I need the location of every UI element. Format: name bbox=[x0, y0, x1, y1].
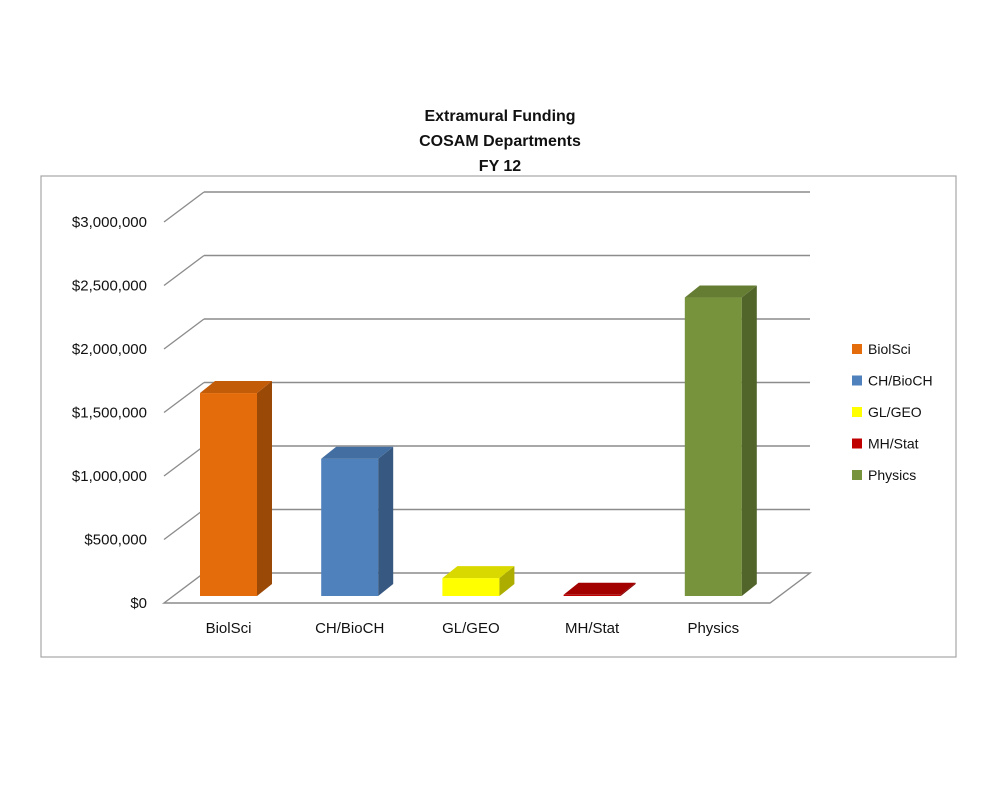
y-tick-label: $2,500,000 bbox=[72, 278, 147, 295]
bar-side-mh-stat bbox=[620, 582, 636, 596]
y-tick-label: $3,000,000 bbox=[72, 214, 147, 231]
x-tick-label: Physics bbox=[687, 620, 739, 637]
bars-layer bbox=[200, 285, 757, 596]
side-gridline bbox=[163, 191, 205, 223]
bar-top-gl-geo bbox=[442, 566, 515, 579]
legend-swatch bbox=[852, 438, 862, 449]
bar-top-mh-stat bbox=[563, 582, 636, 595]
chart-title-line-2: COSAM Departments bbox=[419, 133, 581, 150]
y-tick-label: $1,500,000 bbox=[72, 405, 147, 422]
side-gridline bbox=[163, 381, 205, 414]
side-gridline bbox=[163, 254, 205, 287]
bar-top-ch-bioch bbox=[321, 446, 394, 459]
x-tick-label: CH/BioCH bbox=[315, 620, 384, 637]
legend-label: MH/Stat bbox=[868, 436, 919, 452]
x-axis-tick-labels: BiolSci CH/BioCH GL/GEO MH/Stat Physics bbox=[206, 620, 740, 637]
chart-title-line-1: Extramural Funding bbox=[424, 108, 576, 125]
legend-label: BiolSci bbox=[868, 341, 911, 357]
legend-swatch bbox=[852, 344, 862, 354]
legend-swatch bbox=[852, 407, 862, 417]
bar-gl-geo bbox=[442, 578, 500, 596]
legend-label: GL/GEO bbox=[868, 404, 922, 420]
bar-mh-stat bbox=[563, 594, 621, 596]
y-tick-label: $500,000 bbox=[84, 532, 147, 549]
y-tick-label: $0 bbox=[130, 595, 147, 612]
legend-swatch bbox=[852, 470, 862, 480]
bar-biolsci bbox=[200, 393, 257, 596]
bar-ch-bioch bbox=[321, 458, 379, 596]
bar-physics bbox=[684, 297, 742, 596]
side-gridline bbox=[163, 508, 205, 541]
legend-swatch bbox=[852, 375, 862, 386]
side-gridline bbox=[163, 445, 205, 477]
y-tick-label: $1,000,000 bbox=[72, 468, 147, 485]
legend: BiolSci CH/BioCH GL/GEO MH/Stat Physics bbox=[852, 341, 933, 483]
x-tick-label: MH/Stat bbox=[565, 620, 620, 637]
y-tick-label: $2,000,000 bbox=[72, 341, 147, 358]
legend-label: Physics bbox=[868, 467, 916, 483]
bar-side-biolsci bbox=[257, 381, 272, 596]
x-tick-label: BiolSci bbox=[206, 620, 252, 637]
bar-top-physics bbox=[684, 285, 757, 298]
bar-side-ch-bioch bbox=[378, 446, 394, 596]
y-axis-tick-labels: $0 $500,000 $1,000,000 $1,500,000 $2,000,000… bbox=[72, 214, 147, 612]
legend-label: CH/BioCH bbox=[868, 373, 933, 389]
side-gridline bbox=[163, 318, 205, 350]
chart-title-line-3: FY 12 bbox=[478, 158, 522, 175]
bar-side-physics bbox=[741, 285, 757, 596]
x-tick-label: GL/GEO bbox=[442, 620, 500, 637]
bar-side-gl-geo bbox=[499, 566, 515, 596]
bar-top-biolsci bbox=[200, 381, 272, 394]
